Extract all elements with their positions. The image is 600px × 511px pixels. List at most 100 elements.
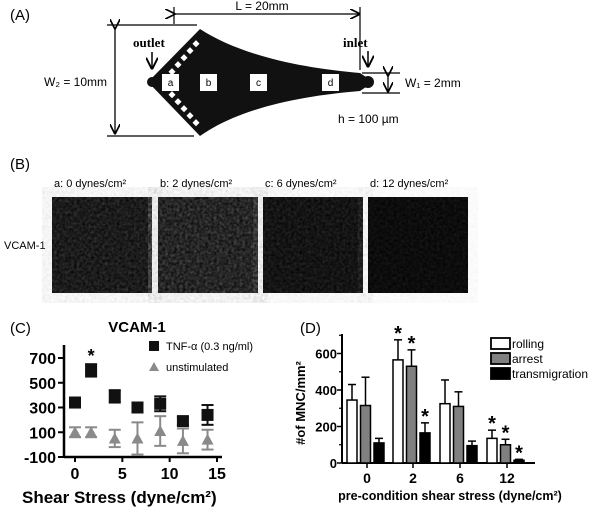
y-tick-label: 200	[315, 420, 337, 435]
micrograph-texture	[158, 197, 258, 293]
micrograph-caption: b: 2 dynes/cm²	[160, 178, 232, 190]
region-label-c: c	[256, 78, 261, 89]
w2-label: W₂ = 10mm	[44, 75, 107, 89]
inlet-port	[362, 76, 374, 88]
y-axis-label: #of MNC/mm²	[293, 360, 308, 444]
data-point-triangle	[69, 426, 81, 438]
legend-label: unstimulated	[166, 362, 228, 374]
y-tick-label: 300	[29, 401, 56, 418]
data-point-square	[131, 401, 144, 414]
data-point-square	[85, 364, 98, 377]
chart-title: VCAM-1	[108, 319, 166, 336]
y-tick-label: 700	[29, 351, 56, 368]
panel-b-label: (B)	[10, 156, 30, 173]
significance-star: *	[88, 346, 95, 366]
y-tick-label: 400	[315, 383, 337, 398]
x-tick-label: 12	[499, 470, 515, 486]
bar-rolling	[486, 437, 498, 464]
bar-rolling	[392, 359, 404, 464]
data-point-triangle	[154, 425, 167, 437]
data-point-triangle	[85, 426, 98, 438]
y-tick-label: -100	[24, 450, 56, 467]
legend-label: transmigration	[512, 367, 588, 381]
data-point-triangle	[201, 433, 214, 445]
significance-star: *	[502, 422, 510, 444]
x-axis-label: pre-condition shear stress (dyne/cm²)	[338, 489, 562, 503]
region-label-b: b	[206, 78, 212, 89]
row-label: VCAM-1	[4, 240, 46, 252]
y-tick-label: 100	[29, 425, 56, 442]
panel-a: (A) L = 20mm a b c d W₂ = 10mm outlet inlet…	[10, 0, 461, 137]
bar-arrest	[452, 405, 465, 464]
bar-arrest	[359, 404, 372, 464]
y-tick-label: 0	[330, 456, 337, 471]
panel-b: (B) VCAM-1 a: 0 dynes/cm² b: 2 dynes/cm² c…	[4, 156, 468, 293]
micrograph-caption: d: 12 dynes/cm²	[370, 178, 449, 190]
x-tick-label: 6	[456, 470, 464, 486]
region-box-a	[162, 74, 179, 91]
y-tick-label: 600	[315, 347, 337, 362]
legend-swatch	[490, 352, 511, 365]
significance-star: *	[421, 406, 429, 428]
length-label: L = 20mm	[235, 0, 288, 13]
panel-d-label: (D)	[300, 320, 321, 337]
y-tick-label: 500	[29, 376, 56, 393]
data-point-square	[201, 408, 214, 421]
micrograph-texture	[368, 197, 468, 293]
bar-transmigration	[419, 432, 431, 464]
legend-marker	[149, 362, 159, 371]
region-box-b	[200, 74, 217, 91]
x-tick-label: 2	[409, 470, 417, 486]
significance-star: *	[408, 333, 416, 355]
panel-d: (D) 0 200 400 600 #of MNC/mm² pre-condition sh…	[293, 320, 588, 503]
data-point-square	[176, 415, 189, 428]
bar-arrest	[499, 444, 512, 464]
micrograph-caption: c: 6 dynes/cm²	[265, 178, 337, 190]
outlet-port	[147, 77, 157, 87]
legend-label: arrest	[512, 352, 543, 366]
bar-arrest	[405, 365, 418, 464]
x-tick-label: 10	[161, 466, 179, 483]
significance-star: *	[394, 323, 402, 345]
panel-c: (C) VCAM-1 700 500 300 100 -100 0 5 10 15 Shear Str…	[10, 319, 253, 507]
micrograph-texture	[52, 197, 152, 293]
legend-swatch	[490, 367, 511, 380]
legend-marker	[149, 341, 159, 351]
bar-rolling	[346, 399, 358, 464]
region-label-a: a	[168, 78, 174, 89]
x-tick-label: 15	[208, 466, 226, 483]
w1-label: W₁ = 2mm	[405, 76, 461, 90]
bar-transmigration	[466, 444, 478, 464]
inlet-label: inlet	[343, 35, 368, 50]
legend-label: rolling	[512, 337, 544, 351]
x-tick-label: 0	[71, 466, 80, 483]
x-tick-label: 5	[118, 466, 127, 483]
legend-swatch	[490, 337, 511, 350]
x-axis-label: Shear Stress (dyne/cm²)	[22, 488, 217, 507]
significance-star: *	[515, 442, 523, 464]
data-point-triangle	[131, 432, 144, 444]
region-label-d: d	[328, 78, 334, 89]
height-label: h = 100 µm	[338, 112, 399, 126]
data-point-square	[69, 396, 81, 409]
micrograph-caption: a: 0 dynes/cm²	[54, 178, 126, 190]
significance-star: *	[488, 413, 496, 435]
data-point-square	[108, 390, 121, 403]
bar-rolling	[439, 402, 451, 464]
channel-pillars	[168, 40, 200, 127]
panel-c-label: (C)	[10, 320, 31, 337]
legend-label: TNF-α (0.3 ng/ml)	[166, 341, 253, 353]
data-point-square	[154, 397, 167, 410]
panel-a-label: (A)	[10, 7, 30, 24]
micrograph-texture	[263, 197, 363, 293]
outlet-label: outlet	[133, 35, 165, 50]
region-box-c	[250, 74, 267, 91]
bar-transmigration	[373, 442, 385, 464]
x-tick-label: 0	[363, 470, 371, 486]
data-point-triangle	[108, 432, 121, 444]
region-box-d	[322, 74, 339, 91]
data-point-triangle	[176, 434, 189, 446]
bar-transmigration	[513, 459, 525, 464]
